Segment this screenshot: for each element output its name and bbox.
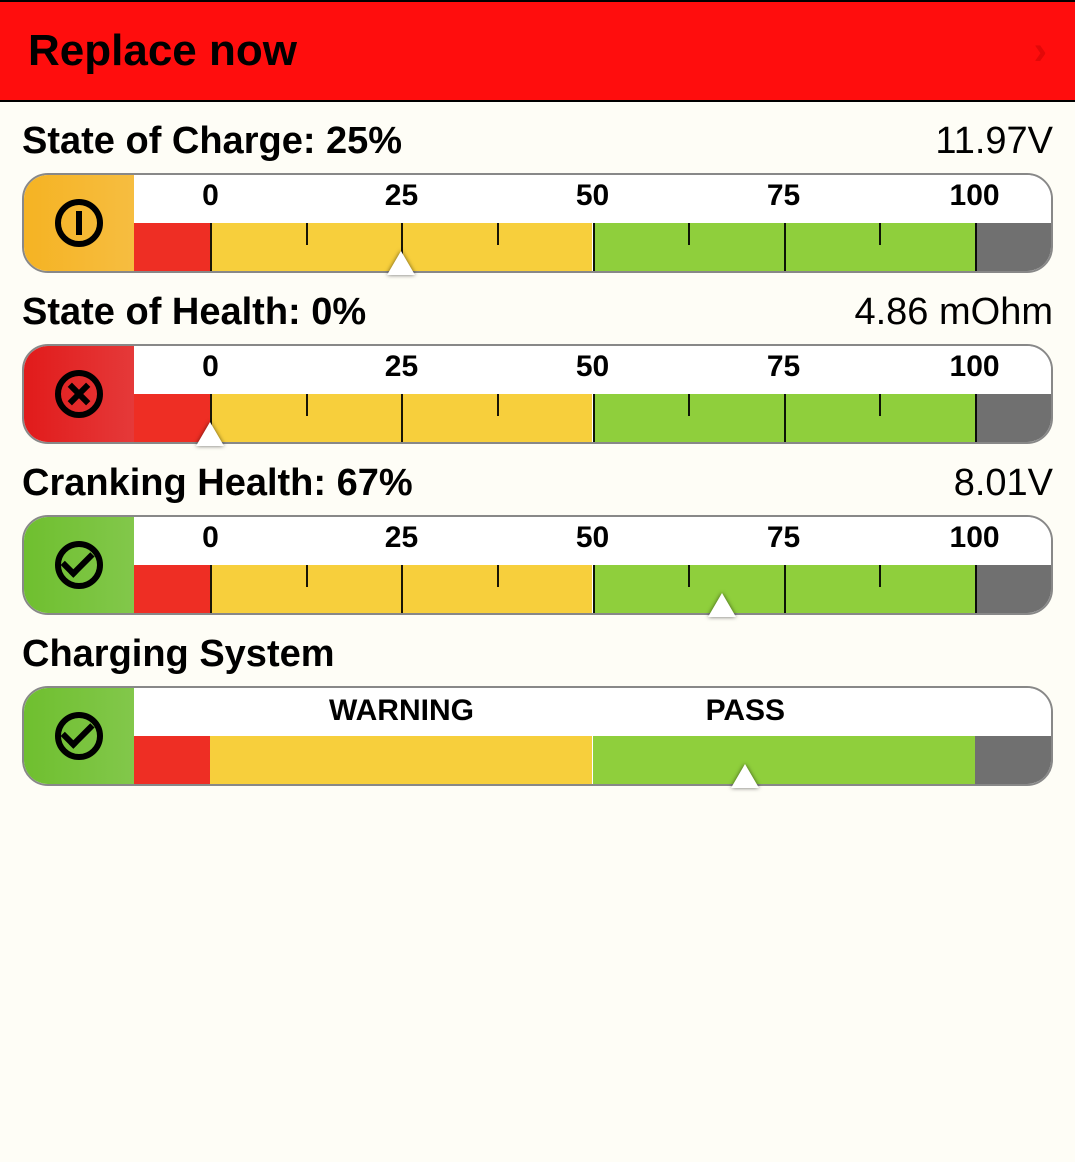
major-tick — [784, 394, 786, 442]
major-tick — [210, 223, 212, 271]
scale-tick-label: 75 — [767, 521, 800, 555]
minor-tick — [497, 565, 499, 587]
gauge-title: Charging System — [22, 633, 335, 676]
gauge-pointer — [708, 593, 736, 617]
major-tick — [593, 223, 595, 271]
scale-tick-label: 50 — [576, 350, 609, 384]
gauge: WARNING PASS — [22, 686, 1053, 786]
gauge: 0 25 50 75 100 — [22, 173, 1053, 273]
gauge-scale: 0 25 50 75 100 — [134, 175, 1051, 223]
minor-tick — [306, 223, 308, 245]
gauge-title: State of Charge: 25% — [22, 120, 402, 163]
major-tick — [975, 565, 977, 613]
gauge-scale: 0 25 50 75 100 — [134, 346, 1051, 394]
gauge-title: State of Health: 0% — [22, 291, 366, 334]
gauge-bar — [134, 565, 1051, 613]
gauge: 0 25 50 75 100 — [22, 344, 1053, 444]
gauge-bar — [134, 223, 1051, 271]
minor-tick — [879, 223, 881, 245]
gauge-status-icon-box — [24, 688, 134, 784]
gauge-value: 4.86 mOhm — [854, 291, 1053, 334]
scale-tick-label: 50 — [576, 179, 609, 213]
scale-tick-label: 0 — [202, 179, 219, 213]
gauge-segment — [134, 565, 210, 613]
scale-tick-label: 25 — [385, 179, 418, 213]
major-tick — [784, 223, 786, 271]
scale-tick-label: 0 — [202, 521, 219, 555]
gauge-pointer — [196, 422, 224, 446]
error-icon — [55, 370, 103, 418]
gauge-scale: 0 25 50 75 100 — [134, 517, 1051, 565]
gauge-segment — [975, 223, 1051, 271]
category-label: PASS — [706, 694, 785, 728]
gauge-bar — [134, 394, 1051, 442]
gauge-segment — [593, 736, 975, 784]
gauge-bar — [134, 736, 1051, 784]
scale-tick-label: 0 — [202, 350, 219, 384]
gauge-section-soc: State of Charge: 25% 11.97V 0 25 50 75 100 — [0, 102, 1075, 273]
major-tick — [401, 394, 403, 442]
gauge-status-icon-box — [24, 517, 134, 613]
scale-tick-label: 75 — [767, 179, 800, 213]
check-icon — [55, 541, 103, 589]
gauge-value: 8.01V — [954, 462, 1053, 505]
gauge-section-charging: Charging System WARNING PASS — [0, 615, 1075, 786]
gauge-header: Charging System — [22, 633, 1053, 676]
major-tick — [593, 394, 595, 442]
gauge: 0 25 50 75 100 — [22, 515, 1053, 615]
minor-tick — [497, 223, 499, 245]
minor-tick — [306, 565, 308, 587]
minor-tick — [688, 223, 690, 245]
gauge-pointer — [731, 764, 759, 788]
minor-tick — [497, 394, 499, 416]
major-tick — [401, 565, 403, 613]
scale-tick-label: 100 — [950, 521, 1000, 555]
check-icon — [55, 712, 103, 760]
gauge-segment — [134, 736, 210, 784]
scale-tick-label: 100 — [950, 179, 1000, 213]
minor-tick — [879, 565, 881, 587]
warning-icon — [55, 199, 103, 247]
scale-tick-label: 25 — [385, 350, 418, 384]
scale-tick-label: 50 — [576, 521, 609, 555]
gauge-segment — [975, 565, 1051, 613]
gauge-scale: WARNING PASS — [134, 688, 1051, 736]
gauge-header: State of Charge: 25% 11.97V — [22, 120, 1053, 163]
major-tick — [975, 223, 977, 271]
gauge-segment — [210, 736, 592, 784]
major-tick — [593, 565, 595, 613]
gauge-section-crank: Cranking Health: 67% 8.01V 0 25 50 75 100 — [0, 444, 1075, 615]
chevron-right-icon: › — [1034, 29, 1047, 74]
category-label: WARNING — [329, 694, 474, 728]
scale-tick-label: 100 — [950, 350, 1000, 384]
gauge-value: 11.97V — [935, 120, 1053, 163]
gauge-status-icon-box — [24, 175, 134, 271]
gauge-segment — [975, 394, 1051, 442]
minor-tick — [306, 394, 308, 416]
scale-tick-label: 75 — [767, 350, 800, 384]
major-tick — [975, 394, 977, 442]
minor-tick — [879, 394, 881, 416]
scale-tick-label: 25 — [385, 521, 418, 555]
alert-banner[interactable]: Replace now › — [0, 0, 1075, 102]
gauge-header: State of Health: 0% 4.86 mOhm — [22, 291, 1053, 334]
gauge-segment — [975, 736, 1051, 784]
minor-tick — [688, 565, 690, 587]
gauge-header: Cranking Health: 67% 8.01V — [22, 462, 1053, 505]
gauge-segment — [134, 223, 210, 271]
gauge-section-soh: State of Health: 0% 4.86 mOhm 0 25 50 75 100 — [0, 273, 1075, 444]
alert-banner-title: Replace now — [28, 26, 297, 76]
major-tick — [210, 565, 212, 613]
gauge-title: Cranking Health: 67% — [22, 462, 413, 505]
gauge-status-icon-box — [24, 346, 134, 442]
minor-tick — [688, 394, 690, 416]
major-tick — [784, 565, 786, 613]
gauge-pointer — [387, 251, 415, 275]
